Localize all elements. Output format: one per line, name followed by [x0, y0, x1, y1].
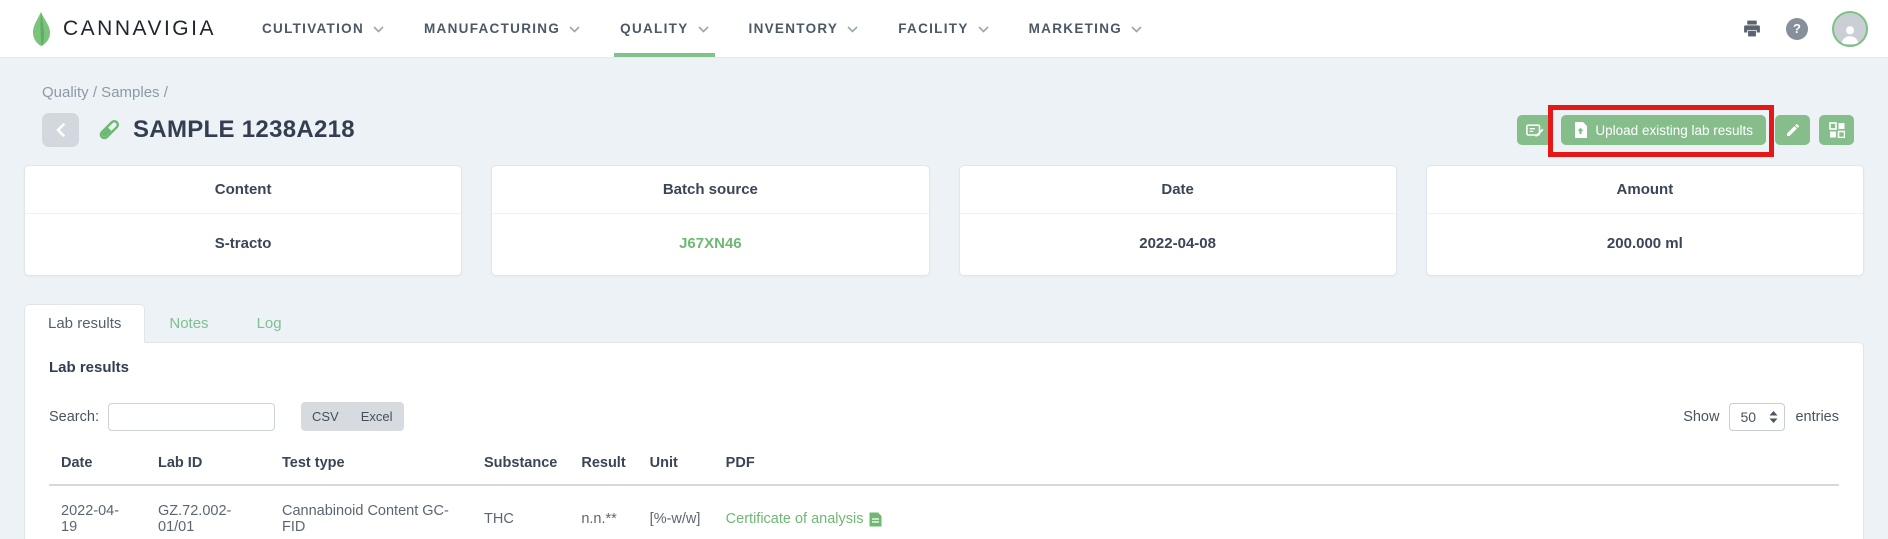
certificate-link[interactable]: Certificate of analysis — [725, 511, 864, 527]
nav-item-inventory[interactable]: INVENTORY — [749, 0, 859, 57]
back-button[interactable] — [42, 113, 79, 147]
cell-unit: [%-w/w] — [637, 485, 714, 539]
section-heading: Lab results — [49, 359, 130, 376]
table-toolbar: Search: CSV Excel Show 50 — [49, 402, 1839, 431]
nav-item-facility[interactable]: FACILITY — [898, 0, 989, 57]
brand-name: CANNAVIGIA — [63, 16, 216, 40]
pencil-icon — [1785, 122, 1801, 138]
nav-item-cultivation[interactable]: CULTIVATION — [262, 0, 384, 57]
nav-item-quality[interactable]: QUALITY — [614, 0, 715, 57]
upload-button-label: Upload existing lab results — [1595, 122, 1753, 138]
test-tube-icon — [95, 116, 123, 144]
note-edit-icon — [1526, 123, 1544, 138]
column-header-test-type[interactable]: Test type — [270, 445, 472, 486]
chevron-down-icon — [697, 21, 709, 36]
page-title: SAMPLE 1238A218 — [133, 116, 355, 143]
chevron-down-icon — [1131, 21, 1142, 36]
entries-label: entries — [1795, 408, 1839, 425]
pdf-file-icon — [869, 512, 882, 527]
summary-cards: Content S-tracto Batch source J67XN46 Da… — [24, 165, 1864, 276]
title-row: SAMPLE 1238A218 — [42, 105, 1864, 157]
lab-results-panel: Lab results Search: CSV Excel Show 50 — [24, 342, 1864, 539]
column-header-pdf[interactable]: PDF — [713, 445, 1839, 486]
action-buttons: Upload existing lab results — [1508, 105, 1854, 157]
page-size-value: 50 — [1740, 408, 1757, 425]
cell-date: 2022-04-19 — [49, 485, 146, 539]
cell-substance: THC — [472, 485, 570, 539]
avatar[interactable] — [1832, 10, 1868, 47]
tab-log[interactable]: Log — [256, 315, 282, 332]
batch-source-link[interactable]: J67XN46 — [679, 235, 742, 252]
card-batch-source: Batch source J67XN46 — [491, 165, 930, 276]
lab-results-table: Date Lab ID Test type Substance Result U… — [49, 445, 1839, 539]
column-header-date[interactable]: Date — [49, 445, 146, 486]
file-upload-icon — [1574, 122, 1588, 138]
nav-item-marketing[interactable]: MARKETING — [1029, 0, 1142, 57]
column-header-unit[interactable]: Unit — [637, 445, 714, 486]
up-down-arrows-icon — [1769, 410, 1778, 423]
table-row: 2022-04-19 GZ.72.002-01/01 Cannabinoid C… — [49, 485, 1839, 539]
chevron-down-icon — [847, 21, 858, 36]
brand-leaf-icon — [30, 11, 55, 47]
card-value: 200.000 ml — [1606, 235, 1683, 252]
chevron-down-icon — [978, 21, 989, 36]
card-label: Amount — [1426, 166, 1863, 214]
nav-item-label: MANUFACTURING — [424, 21, 561, 36]
nav-item-label: INVENTORY — [748, 21, 839, 36]
help-button[interactable]: ? — [1786, 17, 1808, 40]
brand-logo[interactable]: CANNAVIGIA — [30, 11, 216, 47]
help-icon: ? — [1786, 17, 1808, 40]
card-content: Content S-tracto — [24, 165, 463, 276]
chevron-down-icon — [569, 21, 580, 36]
nav-item-label: MARKETING — [1028, 21, 1123, 36]
card-value: S-tracto — [214, 235, 272, 252]
card-value: 2022-04-08 — [1139, 235, 1216, 252]
card-label: Content — [25, 166, 462, 214]
top-nav: CANNAVIGIA CULTIVATION MANUFACTURING QUA… — [0, 0, 1888, 58]
column-header-substance[interactable]: Substance — [472, 445, 570, 486]
column-header-lab-id[interactable]: Lab ID — [146, 445, 270, 486]
export-buttons: CSV Excel — [300, 402, 404, 431]
upload-button-wrapper: Upload existing lab results — [1548, 105, 1774, 157]
nav-item-label: FACILITY — [898, 21, 969, 36]
tab-lab-results[interactable]: Lab results — [24, 304, 146, 343]
main-menu: CULTIVATION MANUFACTURING QUALITY INVENT… — [262, 0, 1142, 57]
csv-button[interactable]: CSV — [301, 402, 350, 431]
printer-icon — [1742, 19, 1762, 38]
nav-item-label: CULTIVATION — [261, 21, 365, 36]
card-date: Date 2022-04-08 — [958, 165, 1397, 276]
show-label: Show — [1683, 408, 1720, 425]
excel-button[interactable]: Excel — [350, 402, 404, 431]
card-label: Batch source — [492, 166, 929, 214]
edit-button[interactable] — [1775, 115, 1810, 145]
cell-test-type: Cannabinoid Content GC-FID — [270, 485, 472, 539]
card-amount: Amount 200.000 ml — [1425, 165, 1864, 276]
page-size-control: Show 50 entries — [1683, 402, 1839, 431]
chevron-left-icon — [56, 123, 65, 137]
column-header-result[interactable]: Result — [569, 445, 638, 486]
print-button[interactable] — [1742, 19, 1762, 38]
search-input[interactable] — [107, 402, 275, 431]
cell-result: n.n.** — [569, 485, 638, 539]
nav-item-manufacturing[interactable]: MANUFACTURING — [424, 0, 580, 57]
nav-utilities: ? — [1742, 10, 1868, 47]
breadcrumb[interactable]: Quality / Samples / — [42, 84, 168, 101]
nav-item-label: QUALITY — [620, 21, 689, 36]
cell-lab-id: GZ.72.002-01/01 — [146, 485, 270, 539]
tab-notes[interactable]: Notes — [169, 315, 209, 332]
lab-result-note-button[interactable] — [1517, 115, 1553, 145]
page-content: Quality / Samples / SAMPLE 1238A218 — [0, 58, 1888, 539]
grid-view-button[interactable] — [1819, 115, 1854, 145]
chevron-down-icon — [373, 21, 384, 36]
upload-lab-results-button[interactable]: Upload existing lab results — [1561, 115, 1766, 145]
search-label: Search: — [49, 408, 99, 425]
table-header-row: Date Lab ID Test type Substance Result U… — [49, 445, 1839, 486]
card-label: Date — [959, 166, 1396, 214]
grid-icon — [1828, 122, 1845, 138]
tab-bar: Lab results Notes Log — [24, 304, 1864, 343]
page-size-select[interactable]: 50 — [1729, 402, 1786, 431]
